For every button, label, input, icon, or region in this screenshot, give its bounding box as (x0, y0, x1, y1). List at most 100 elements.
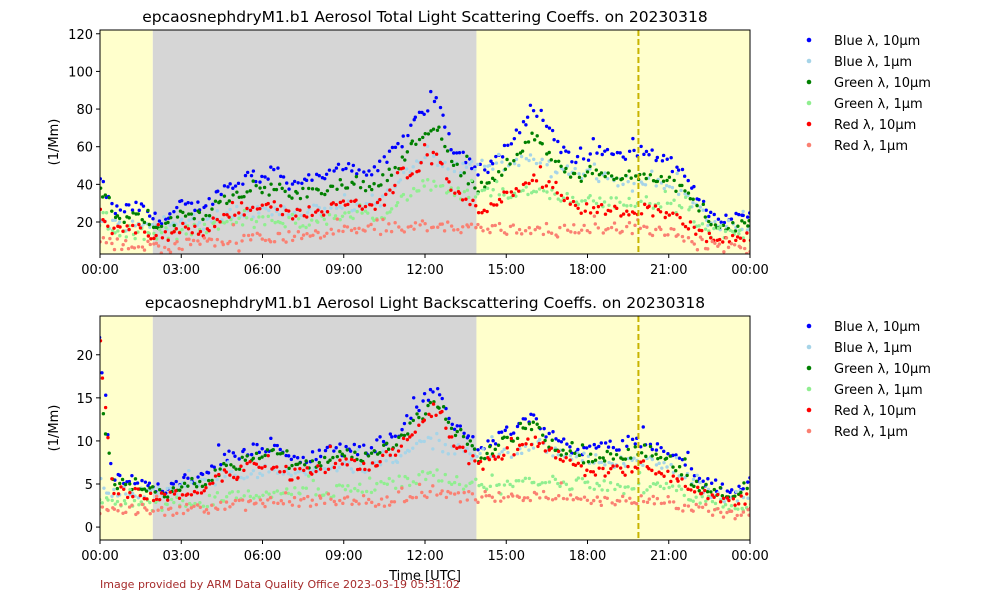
data-point (632, 181, 636, 186)
data-point (100, 376, 105, 380)
data-point (452, 480, 457, 485)
data-point (378, 232, 383, 237)
data-point (554, 180, 558, 185)
data-point (412, 186, 416, 191)
data-point (440, 162, 444, 166)
data-point (345, 495, 350, 499)
data-point (407, 449, 411, 453)
data-point (242, 476, 246, 481)
data-point (644, 149, 649, 154)
data-point (591, 199, 596, 203)
data-point (349, 467, 354, 471)
data-point (487, 457, 492, 462)
data-point (511, 193, 515, 198)
data-point (314, 469, 318, 474)
data-point (131, 211, 135, 215)
data-point (189, 212, 194, 216)
data-point (151, 217, 155, 221)
data-point (124, 510, 128, 515)
data-point (370, 187, 374, 192)
data-point (548, 196, 552, 201)
data-point (443, 442, 448, 447)
data-point (370, 461, 375, 465)
data-point (701, 479, 705, 483)
data-point (125, 224, 129, 228)
data-point (692, 220, 696, 224)
data-point (197, 220, 202, 225)
data-point (676, 506, 681, 511)
data-point (338, 449, 342, 454)
data-point (373, 207, 377, 212)
y-tick-label: 20 (76, 349, 93, 364)
data-point (204, 204, 208, 208)
data-point (211, 216, 215, 220)
data-point (599, 171, 604, 175)
data-point (257, 495, 261, 499)
data-point (417, 137, 422, 142)
data-point (686, 504, 691, 508)
data-point (226, 460, 230, 464)
data-point (566, 228, 570, 232)
data-point (596, 226, 601, 230)
data-point (689, 467, 694, 471)
data-point (431, 484, 435, 488)
data-point (634, 502, 639, 506)
data-point (658, 210, 663, 214)
data-point (535, 422, 539, 426)
data-point (263, 453, 267, 458)
data-point (446, 489, 450, 494)
data-point (535, 114, 539, 118)
data-point (610, 501, 614, 505)
data-point (202, 489, 206, 493)
data-point (390, 447, 395, 451)
data-point (414, 481, 418, 486)
data-point (434, 152, 439, 156)
data-point (415, 412, 419, 416)
data-point (639, 494, 643, 498)
data-point (255, 475, 260, 480)
data-point (650, 447, 654, 452)
data-point (493, 223, 497, 228)
data-point (199, 491, 204, 495)
data-point (717, 237, 722, 242)
data-point (737, 484, 741, 488)
data-point (231, 223, 236, 227)
data-point (745, 215, 750, 219)
data-point (496, 443, 501, 447)
data-point (426, 403, 430, 408)
data-point (305, 210, 310, 215)
data-point (440, 489, 444, 493)
data-point (225, 219, 229, 224)
data-point (659, 501, 664, 506)
data-point (716, 492, 720, 497)
data-point (591, 136, 595, 141)
data-point (228, 207, 232, 212)
data-point (283, 225, 287, 229)
data-point (491, 188, 495, 192)
data-point (527, 225, 531, 230)
data-point (115, 204, 119, 208)
data-point (248, 208, 253, 213)
data-point (175, 495, 179, 500)
data-point (302, 214, 306, 218)
data-point (502, 483, 507, 487)
data-point (230, 469, 234, 474)
data-point (683, 463, 687, 467)
data-point (314, 457, 318, 462)
data-point (279, 204, 283, 208)
data-point (466, 434, 471, 438)
data-point (181, 221, 185, 226)
data-point (159, 224, 164, 229)
data-point (382, 481, 386, 486)
data-point (431, 402, 436, 406)
data-point (739, 490, 743, 495)
data-point (683, 192, 687, 196)
data-point (100, 371, 104, 375)
data-point (557, 494, 561, 498)
data-point (363, 451, 368, 455)
data-point (601, 231, 605, 235)
data-point (698, 205, 702, 209)
data-point (358, 482, 362, 486)
data-point (700, 237, 704, 242)
